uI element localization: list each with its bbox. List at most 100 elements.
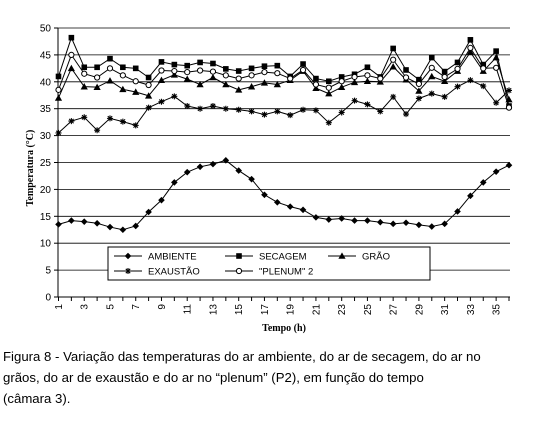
data-point bbox=[428, 90, 435, 97]
data-point bbox=[287, 75, 294, 82]
data-point bbox=[81, 70, 88, 77]
data-point bbox=[312, 107, 319, 114]
data-point bbox=[209, 68, 217, 75]
series-line bbox=[58, 79, 510, 134]
data-point bbox=[158, 59, 165, 65]
data-point bbox=[312, 81, 320, 88]
data-point bbox=[415, 221, 423, 229]
data-point bbox=[158, 67, 165, 74]
data-point bbox=[287, 112, 294, 119]
data-point bbox=[325, 84, 332, 91]
data-point bbox=[157, 76, 166, 83]
data-point bbox=[300, 106, 307, 113]
data-point bbox=[106, 115, 113, 122]
data-point bbox=[261, 63, 268, 69]
data-point bbox=[492, 168, 500, 175]
caption-line-3: (câmara 3). bbox=[3, 391, 71, 406]
data-point bbox=[454, 59, 461, 66]
data-point bbox=[505, 104, 513, 111]
data-point bbox=[119, 72, 126, 79]
gridlines bbox=[58, 27, 510, 271]
data-point bbox=[145, 74, 152, 81]
data-point bbox=[209, 160, 217, 168]
data-point bbox=[171, 61, 178, 68]
data-point bbox=[441, 220, 448, 228]
data-point bbox=[274, 70, 281, 77]
data-point bbox=[132, 78, 139, 85]
x-tick-label: 17 bbox=[260, 304, 271, 316]
data-point bbox=[222, 105, 229, 112]
data-point bbox=[493, 99, 500, 106]
data-point bbox=[145, 104, 152, 111]
data-point bbox=[248, 108, 255, 115]
data-point bbox=[235, 86, 243, 93]
data-point bbox=[441, 77, 449, 85]
data-point bbox=[351, 217, 358, 224]
data-point bbox=[467, 192, 474, 200]
data-point bbox=[428, 54, 435, 61]
y-tick-label: 35 bbox=[40, 104, 52, 115]
data-point bbox=[196, 80, 204, 88]
data-point bbox=[389, 63, 397, 70]
data-point bbox=[171, 93, 178, 100]
data-point bbox=[94, 74, 101, 81]
data-point bbox=[261, 191, 268, 199]
data-point bbox=[351, 97, 358, 104]
x-tick-label: 3 bbox=[80, 304, 91, 310]
data-point bbox=[466, 48, 474, 56]
data-point bbox=[479, 179, 487, 186]
data-point bbox=[210, 60, 216, 67]
data-point bbox=[428, 223, 436, 230]
data-point bbox=[364, 217, 371, 224]
data-point bbox=[120, 64, 126, 71]
data-point bbox=[119, 226, 127, 234]
data-point bbox=[55, 221, 62, 228]
data-point bbox=[171, 67, 178, 75]
data-point bbox=[454, 83, 461, 90]
legend-label: EXAUSTÃO bbox=[148, 267, 200, 278]
x-tick-label: 31 bbox=[440, 304, 451, 316]
data-point bbox=[94, 64, 100, 71]
data-point bbox=[300, 61, 306, 67]
data-point bbox=[68, 34, 75, 41]
data-point bbox=[235, 75, 242, 82]
legend: AMBIENTE SECAGEM GRÃO EXAUSTÃO "PLENUM" 2 bbox=[107, 246, 431, 281]
data-point bbox=[338, 109, 345, 116]
data-point bbox=[80, 218, 88, 225]
data-point bbox=[350, 78, 359, 86]
x-tick-label: 19 bbox=[286, 304, 297, 316]
data-point bbox=[132, 222, 140, 230]
data-point bbox=[389, 220, 397, 228]
data-point bbox=[209, 103, 216, 110]
x-tick-label: 5 bbox=[105, 304, 116, 310]
data-point bbox=[402, 219, 410, 227]
data-point bbox=[363, 77, 372, 85]
data-point bbox=[184, 69, 191, 76]
data-point bbox=[68, 118, 75, 125]
x-tick-label: 23 bbox=[337, 304, 348, 316]
data-point bbox=[441, 93, 448, 100]
data-point bbox=[273, 80, 281, 88]
data-point bbox=[441, 68, 448, 75]
legend-entry: SECAGEM bbox=[225, 252, 307, 263]
data-point bbox=[55, 86, 62, 93]
y-axis-title: Temperatura (°C) bbox=[25, 130, 36, 207]
x-tick-label: 27 bbox=[389, 304, 400, 316]
data-point bbox=[196, 163, 204, 171]
data-point bbox=[480, 65, 487, 72]
data-point bbox=[260, 79, 269, 86]
x-tick-label: 15 bbox=[234, 304, 245, 316]
series-4 bbox=[55, 44, 513, 111]
data-point bbox=[107, 55, 113, 62]
data-point bbox=[274, 62, 281, 69]
data-point bbox=[145, 81, 152, 89]
x-tick-label: 33 bbox=[466, 304, 477, 316]
y-tick-label: 45 bbox=[40, 50, 52, 61]
legend-entry: EXAUSTÃO bbox=[114, 267, 200, 278]
y-tick-label: 25 bbox=[40, 158, 52, 169]
data-point bbox=[313, 75, 319, 82]
data-point bbox=[171, 179, 178, 186]
data-point bbox=[261, 69, 268, 76]
x-axis: 1 3 5 7 9 11 13 15 17 19 21 23 25 27 29 31 33 35 bbox=[54, 296, 510, 316]
legend-label: SECAGEM bbox=[259, 252, 307, 263]
